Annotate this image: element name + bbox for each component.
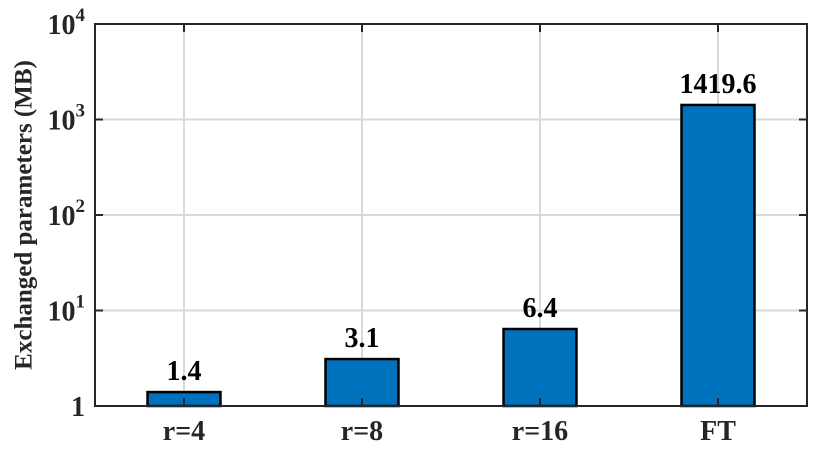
grid-lines: [95, 24, 807, 406]
y-tick-labels: 1 101 102 103 104: [48, 5, 86, 423]
y-tick-label: 104: [48, 5, 86, 41]
x-tick-labels: r=4 r=8 r=16 FT: [163, 416, 736, 447]
x-tick-label: FT: [700, 416, 736, 447]
data-label: 1.4: [167, 356, 202, 387]
data-label: 3.1: [345, 323, 380, 354]
bar: [680, 103, 756, 408]
x-tick-label: r=8: [341, 416, 383, 447]
tick-marks: [95, 23, 807, 407]
x-tick-label: r=16: [512, 416, 568, 447]
bar: [502, 327, 578, 408]
bars: [146, 103, 756, 408]
data-labels: 1.4 3.1 6.4 1419.6: [167, 69, 757, 387]
y-tick-label: 1: [71, 392, 85, 423]
data-label: 1419.6: [680, 69, 757, 100]
x-tick-label: r=4: [163, 416, 205, 447]
y-tick-label: 102: [48, 196, 86, 232]
data-label: 6.4: [523, 293, 558, 324]
y-tick-label: 103: [48, 101, 86, 137]
y-tick-label: 101: [48, 292, 86, 328]
y-axis-label: Exchanged parameters (MB): [11, 60, 38, 370]
